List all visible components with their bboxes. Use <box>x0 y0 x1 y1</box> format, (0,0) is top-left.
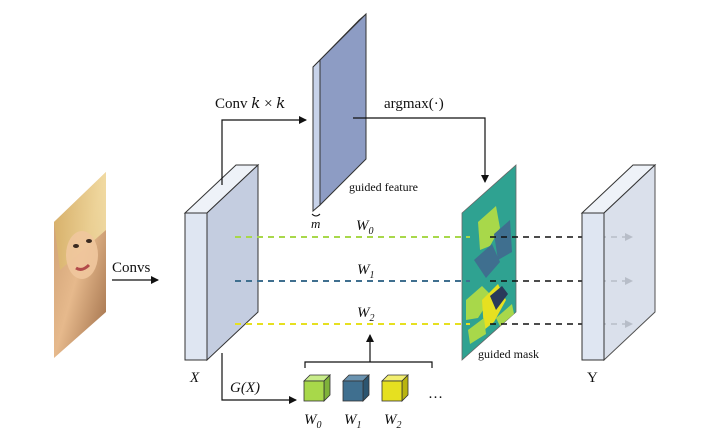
kernel-bracket <box>304 361 433 368</box>
gx-arrow <box>221 353 297 404</box>
w1-line-label: W1 <box>357 262 375 281</box>
guided-mask <box>461 164 517 361</box>
conv-kxk-arrow <box>221 116 307 185</box>
gx-label: G(X) <box>230 380 260 396</box>
kernel-label-w1: W1 <box>344 412 362 431</box>
kernel-cube-w1 <box>342 374 370 402</box>
kernel-label-w0: W0 <box>304 412 322 431</box>
m-brace <box>311 213 321 217</box>
feature-block-x <box>183 163 260 362</box>
kernel-label-w2: W2 <box>384 412 402 431</box>
y-label: Y <box>587 370 598 386</box>
m-label: m <box>311 216 320 231</box>
argmax-arrow <box>353 117 489 183</box>
guided-feature-plane <box>312 12 367 213</box>
w0-line-label: W0 <box>356 218 374 237</box>
guided-feature-label: guided feature <box>349 180 418 194</box>
kernel-ellipsis: … <box>428 386 443 402</box>
input-face-image <box>54 172 106 358</box>
conv-kxk-label: Conv 𝑘 × 𝑘 <box>215 96 285 112</box>
kernel-cube-w0 <box>303 374 331 402</box>
guided-mask-label: guided mask <box>478 347 539 361</box>
convs-label: Convs <box>112 260 151 276</box>
output-block-y <box>580 163 657 362</box>
kernel-cube-w2 <box>381 374 409 402</box>
w2-line-label: W2 <box>357 305 375 324</box>
argmax-label: argmax(·) <box>384 96 444 112</box>
x-label: X <box>189 370 200 386</box>
